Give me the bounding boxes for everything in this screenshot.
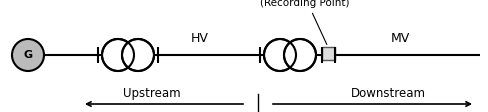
- Bar: [102, 39, 154, 71]
- Text: MV: MV: [390, 31, 409, 44]
- Text: G: G: [23, 50, 33, 60]
- Text: Substation
(Recording Point): Substation (Recording Point): [260, 0, 350, 44]
- Ellipse shape: [122, 39, 154, 71]
- Text: HV: HV: [191, 31, 209, 44]
- Ellipse shape: [284, 39, 316, 71]
- Bar: [127, 40, 128, 70]
- Ellipse shape: [102, 39, 134, 71]
- Text: Downstream: Downstream: [350, 87, 426, 100]
- Text: Upstream: Upstream: [123, 87, 181, 100]
- Bar: [264, 39, 316, 71]
- Ellipse shape: [264, 39, 296, 71]
- Bar: [322, 47, 335, 60]
- Bar: [289, 40, 290, 70]
- Ellipse shape: [12, 39, 44, 71]
